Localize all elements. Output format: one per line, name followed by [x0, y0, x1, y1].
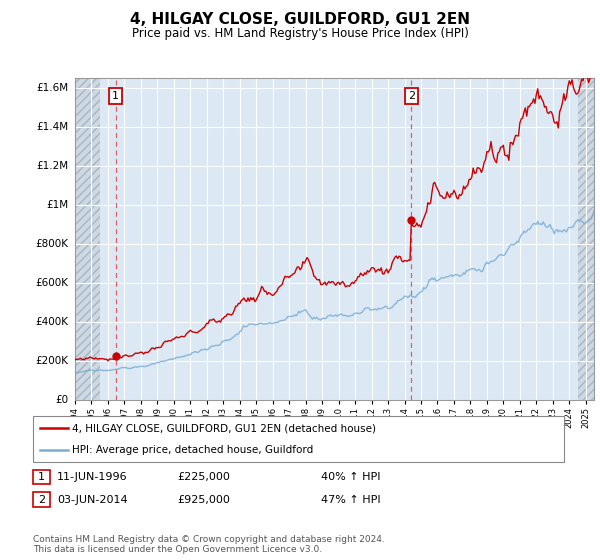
- Bar: [578, 78, 594, 400]
- Text: 40% ↑ HPI: 40% ↑ HPI: [321, 472, 380, 482]
- Text: 4, HILGAY CLOSE, GUILDFORD, GU1 2EN: 4, HILGAY CLOSE, GUILDFORD, GU1 2EN: [130, 12, 470, 27]
- Text: £1.2M: £1.2M: [37, 161, 69, 171]
- Text: 2: 2: [408, 91, 415, 101]
- Text: HPI: Average price, detached house, Guildford: HPI: Average price, detached house, Guil…: [72, 445, 313, 455]
- Bar: [578, 78, 594, 400]
- Text: 11-JUN-1996: 11-JUN-1996: [57, 472, 128, 482]
- Bar: [75, 78, 100, 400]
- Text: 47% ↑ HPI: 47% ↑ HPI: [321, 494, 380, 505]
- Text: 4, HILGAY CLOSE, GUILDFORD, GU1 2EN (detached house): 4, HILGAY CLOSE, GUILDFORD, GU1 2EN (det…: [72, 423, 376, 433]
- Text: £800K: £800K: [36, 239, 69, 249]
- Text: 2: 2: [38, 494, 45, 505]
- Text: £1.4M: £1.4M: [37, 122, 69, 132]
- Text: £200K: £200K: [36, 356, 69, 366]
- Text: 1: 1: [38, 472, 45, 482]
- Text: 03-JUN-2014: 03-JUN-2014: [57, 494, 128, 505]
- Text: £1M: £1M: [47, 200, 69, 210]
- Text: £225,000: £225,000: [177, 472, 230, 482]
- Text: 1: 1: [112, 91, 119, 101]
- Text: Price paid vs. HM Land Registry's House Price Index (HPI): Price paid vs. HM Land Registry's House …: [131, 27, 469, 40]
- Text: £1.6M: £1.6M: [37, 83, 69, 93]
- Text: £925,000: £925,000: [177, 494, 230, 505]
- Text: £400K: £400K: [36, 318, 69, 328]
- Text: £600K: £600K: [36, 278, 69, 288]
- Text: Contains HM Land Registry data © Crown copyright and database right 2024.
This d: Contains HM Land Registry data © Crown c…: [33, 535, 385, 554]
- Text: £0: £0: [56, 395, 69, 405]
- Bar: [75, 78, 100, 400]
